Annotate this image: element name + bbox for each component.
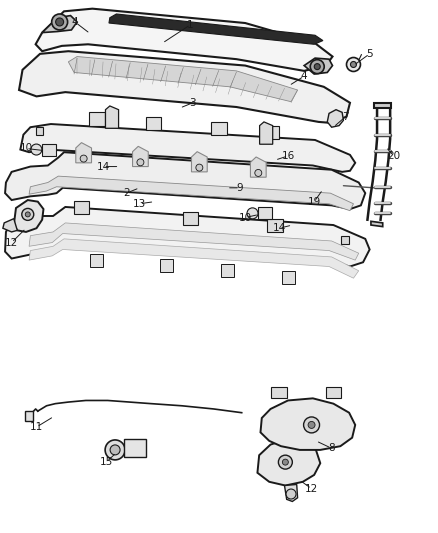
Polygon shape bbox=[211, 122, 227, 135]
Circle shape bbox=[56, 18, 64, 26]
Polygon shape bbox=[160, 259, 173, 272]
Polygon shape bbox=[5, 207, 370, 266]
Circle shape bbox=[80, 155, 87, 162]
Text: 10: 10 bbox=[239, 213, 252, 223]
Polygon shape bbox=[260, 122, 273, 144]
Polygon shape bbox=[90, 254, 103, 266]
Text: 3: 3 bbox=[190, 98, 196, 108]
Text: 5: 5 bbox=[366, 49, 373, 59]
Text: 16: 16 bbox=[281, 151, 295, 161]
Polygon shape bbox=[29, 223, 359, 260]
Polygon shape bbox=[29, 239, 359, 278]
Polygon shape bbox=[283, 271, 295, 284]
Circle shape bbox=[346, 58, 360, 71]
Polygon shape bbox=[258, 439, 320, 486]
Polygon shape bbox=[35, 9, 332, 71]
Polygon shape bbox=[146, 117, 161, 130]
Circle shape bbox=[25, 212, 30, 217]
Polygon shape bbox=[42, 15, 77, 33]
Polygon shape bbox=[76, 143, 92, 163]
Text: 8: 8 bbox=[328, 443, 335, 453]
Text: 10: 10 bbox=[19, 143, 32, 154]
Polygon shape bbox=[272, 386, 287, 398]
Polygon shape bbox=[264, 126, 279, 140]
Polygon shape bbox=[221, 264, 234, 277]
Circle shape bbox=[350, 61, 357, 68]
Circle shape bbox=[110, 445, 120, 455]
Text: 2: 2 bbox=[123, 188, 130, 198]
Text: 13: 13 bbox=[133, 199, 146, 209]
Polygon shape bbox=[371, 221, 383, 227]
FancyBboxPatch shape bbox=[258, 207, 272, 219]
Polygon shape bbox=[68, 56, 297, 102]
Polygon shape bbox=[267, 219, 283, 232]
Circle shape bbox=[105, 440, 125, 460]
Text: 14: 14 bbox=[97, 161, 110, 172]
Circle shape bbox=[279, 455, 292, 469]
FancyBboxPatch shape bbox=[42, 143, 57, 156]
Polygon shape bbox=[374, 103, 392, 108]
Polygon shape bbox=[20, 124, 355, 172]
Polygon shape bbox=[341, 236, 349, 244]
Polygon shape bbox=[5, 152, 365, 209]
Polygon shape bbox=[89, 112, 105, 126]
Circle shape bbox=[308, 422, 315, 429]
Circle shape bbox=[304, 417, 320, 433]
Text: 15: 15 bbox=[100, 457, 113, 467]
Polygon shape bbox=[251, 157, 266, 177]
Polygon shape bbox=[14, 200, 43, 232]
Text: 20: 20 bbox=[387, 151, 400, 161]
Polygon shape bbox=[109, 14, 323, 44]
Text: 12: 12 bbox=[5, 238, 18, 247]
Circle shape bbox=[22, 208, 34, 220]
Polygon shape bbox=[191, 152, 207, 172]
Circle shape bbox=[31, 144, 42, 155]
Circle shape bbox=[255, 169, 262, 176]
Text: 4: 4 bbox=[71, 17, 78, 27]
Polygon shape bbox=[36, 127, 43, 135]
Polygon shape bbox=[133, 147, 148, 166]
Polygon shape bbox=[106, 106, 119, 128]
Polygon shape bbox=[29, 176, 353, 211]
Polygon shape bbox=[327, 110, 343, 127]
Circle shape bbox=[196, 164, 203, 171]
Polygon shape bbox=[261, 398, 355, 450]
Text: 9: 9 bbox=[237, 183, 243, 193]
Polygon shape bbox=[285, 484, 297, 502]
Text: 19: 19 bbox=[307, 197, 321, 207]
Polygon shape bbox=[183, 212, 198, 225]
Polygon shape bbox=[74, 201, 89, 214]
Text: 11: 11 bbox=[30, 422, 43, 432]
Text: 12: 12 bbox=[305, 484, 318, 494]
Polygon shape bbox=[19, 51, 350, 123]
Circle shape bbox=[137, 159, 144, 166]
Text: 1: 1 bbox=[187, 20, 194, 30]
Circle shape bbox=[286, 489, 296, 499]
Polygon shape bbox=[3, 219, 17, 232]
Circle shape bbox=[52, 14, 67, 30]
Circle shape bbox=[310, 60, 324, 74]
Circle shape bbox=[283, 459, 288, 465]
Polygon shape bbox=[325, 386, 341, 398]
FancyBboxPatch shape bbox=[124, 439, 146, 457]
Text: 7: 7 bbox=[343, 111, 349, 122]
Polygon shape bbox=[304, 58, 332, 74]
Circle shape bbox=[314, 63, 320, 70]
Circle shape bbox=[247, 208, 258, 219]
Polygon shape bbox=[25, 411, 33, 421]
Text: 14: 14 bbox=[272, 223, 286, 233]
Text: 4: 4 bbox=[301, 71, 307, 81]
